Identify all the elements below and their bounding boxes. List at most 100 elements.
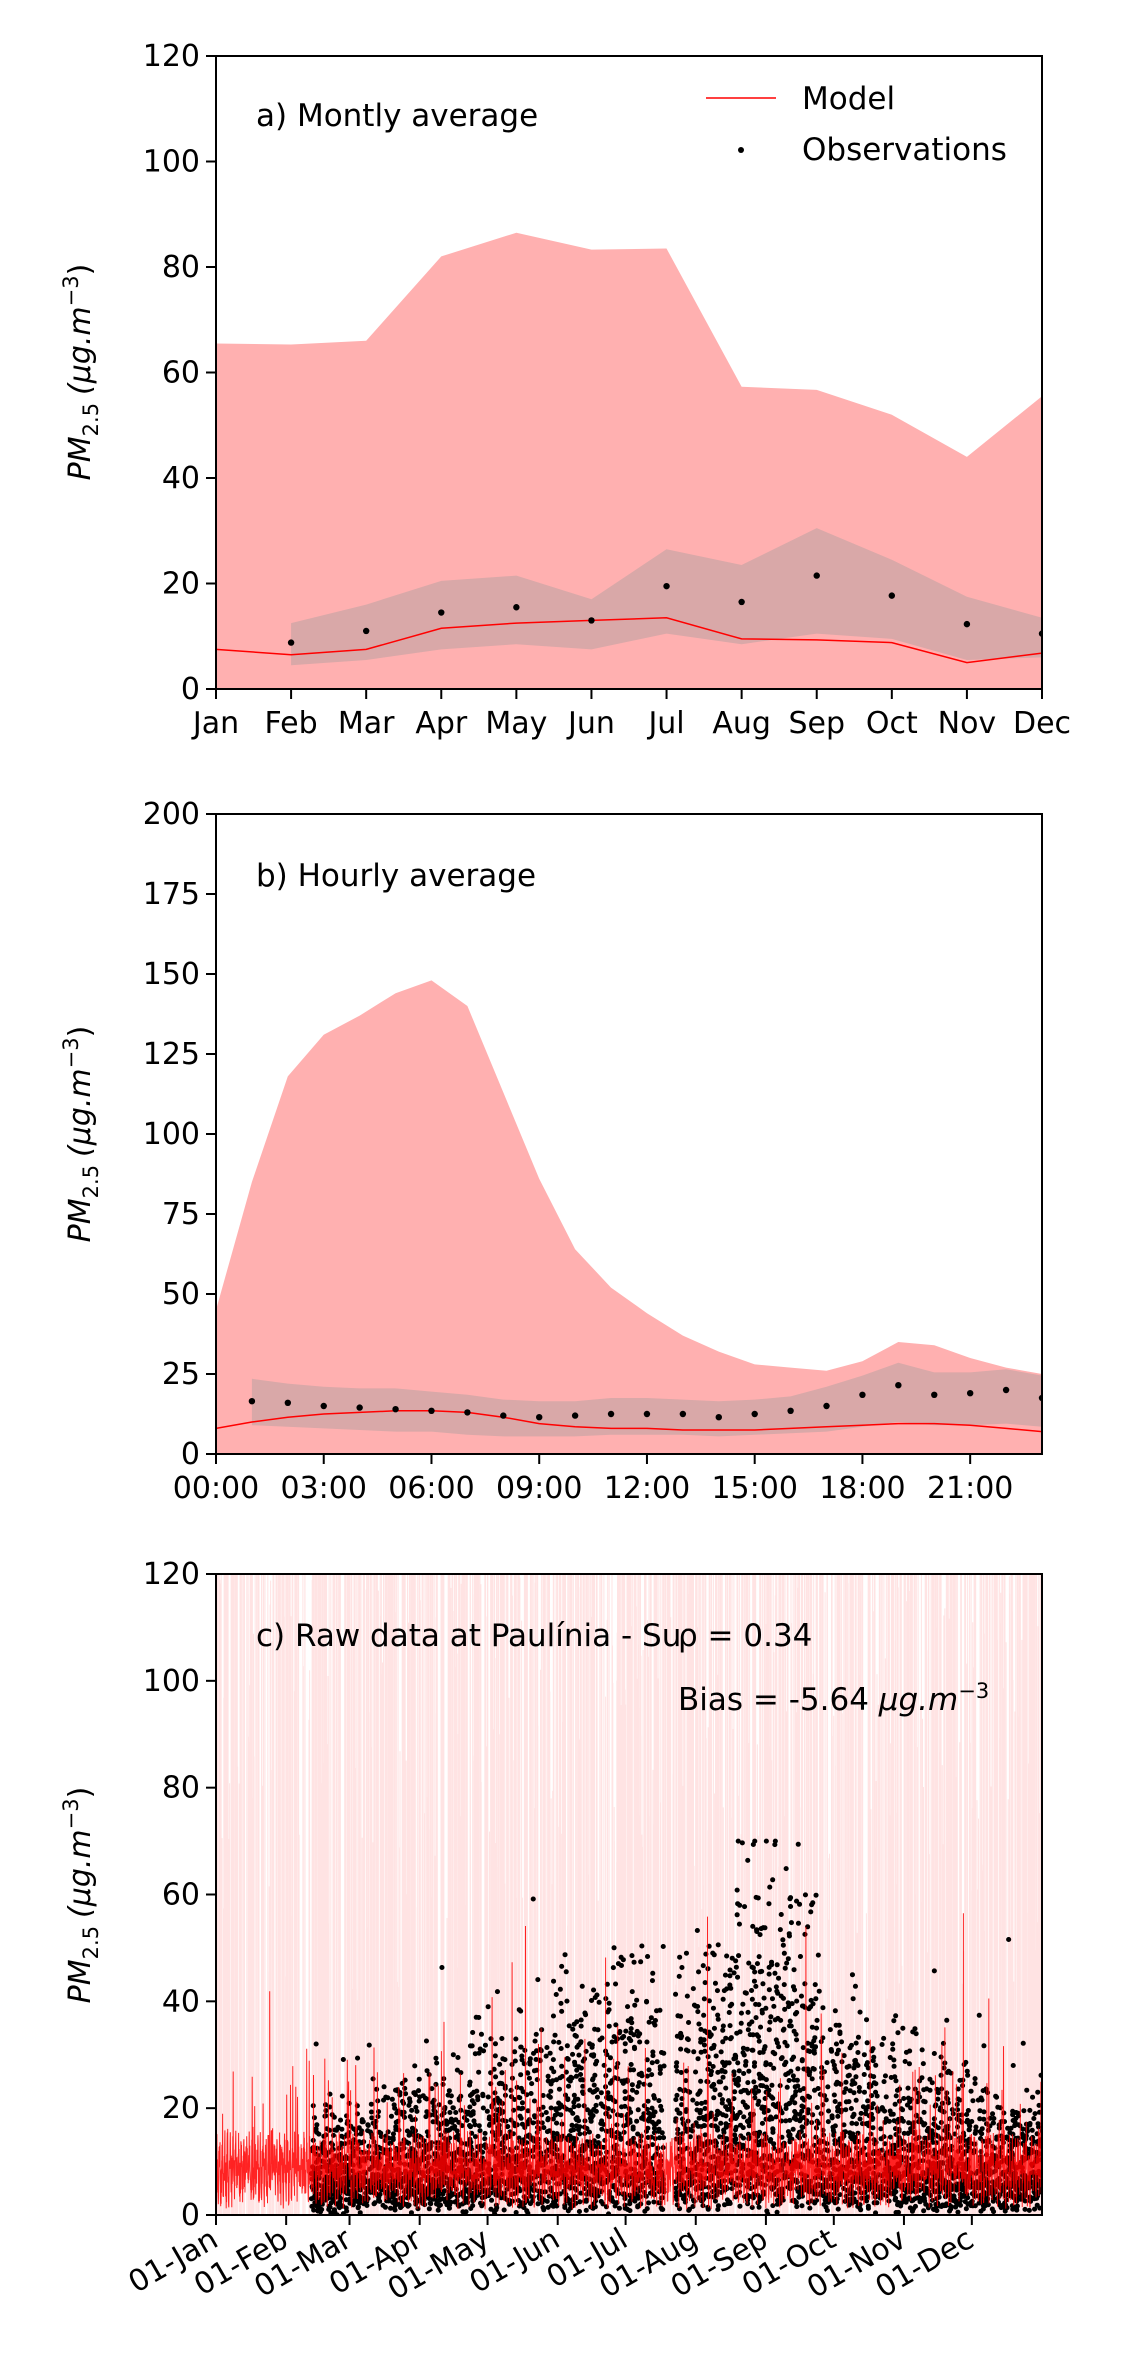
ylabel-a-sub: 2.5 [79, 403, 103, 436]
x-tick-label-a: Jun [566, 706, 615, 741]
x-tick-label-b: 18:00 [819, 1471, 905, 1506]
ylabel-b-close: ) [63, 1026, 98, 1038]
ylabel-c-base: PM [63, 1959, 98, 2003]
observation-point [392, 1406, 399, 1413]
svg-text:PM2.5(μg.m−3): PM2.5 (μg.m−3) [59, 1026, 103, 1243]
y-tick-label-b: 25 [162, 1357, 200, 1392]
x-tick-label-a: Aug [712, 706, 771, 741]
stat-bias: Bias = -5.64 μg.m−3 [678, 1679, 989, 1718]
y-tick-label-b: 100 [143, 1117, 200, 1152]
observation-point [607, 1410, 615, 1418]
panel-annotation-b: b) Hourly average [256, 858, 536, 894]
observation-point [356, 1404, 363, 1411]
model-spread-spikes [216, 1574, 1042, 2215]
x-tick-label-a: Dec [1013, 706, 1071, 741]
observation-point [813, 572, 820, 579]
x-tick-label-b: 12:00 [604, 1471, 690, 1506]
y-tick-label-c: 120 [143, 1557, 200, 1592]
observation-point [663, 582, 670, 590]
panel-annotation-a: a) Montly average [256, 98, 538, 134]
x-tick-label-a: Apr [415, 706, 468, 741]
ylabel-c-sub: 2.5 [79, 1926, 103, 1959]
observation-point [428, 1407, 435, 1415]
y-tick-label-b: 125 [143, 1037, 200, 1072]
model-mean-line [216, 1410, 1042, 1433]
plot-area-b [216, 980, 1042, 1454]
svg-text:PM2.5(μg.m−3): PM2.5 (μg.m−3) [59, 264, 103, 481]
y-tick-label-b: 150 [143, 957, 200, 992]
y-tick-label-a: 20 [162, 567, 200, 602]
x-tick-label-a: Jan [191, 706, 239, 741]
plot-area-a [216, 232, 1042, 689]
stat-bias-exp: −3 [958, 1679, 989, 1703]
legend-model-label: Model [802, 81, 895, 117]
y-tick-label-c: 100 [143, 1664, 200, 1699]
x-tick-label-a: Oct [866, 706, 918, 741]
observation-point [513, 604, 520, 611]
x-tick-label-b: 03:00 [281, 1471, 367, 1506]
stat-bias-unit: μg.m [878, 1682, 958, 1718]
observation-point [287, 639, 295, 646]
observation-point [571, 1412, 579, 1419]
x-tick-label-b: 09:00 [496, 1471, 582, 1506]
chart-panel-b: 0 25 50 75 100 125 150 175 200 00:00 03:00 06:00 09… [59, 797, 1043, 1506]
y-tick-label-a: 120 [143, 39, 200, 74]
observation-point [500, 1412, 507, 1419]
observation-point [438, 609, 445, 616]
y-tick-label-b: 175 [143, 877, 200, 912]
observation-point [643, 1410, 651, 1418]
observation-point [362, 627, 370, 635]
ylabel-b-sub: 2.5 [79, 1165, 103, 1198]
y-axis-a: 0 20 40 60 80 100 120 [143, 39, 216, 707]
y-tick-label-b: 200 [143, 797, 200, 832]
x-tick-label-a: Feb [265, 706, 318, 741]
model-range-band [216, 232, 1042, 689]
observation-point [787, 1407, 794, 1415]
y-axis-b: 0 25 50 75 100 125 150 175 200 [143, 797, 216, 1472]
y-axis-c: 0 20 40 60 80 100 120 [143, 1557, 216, 2233]
y-tick-label-b: 50 [162, 1277, 200, 1312]
observation-range-band [291, 528, 1042, 666]
observation-range-band [251, 1362, 1042, 1437]
x-axis-a: Jan Feb Mar Apr May Jun Jul Aug Sep Oct Nov Dec [191, 689, 1071, 741]
y-tick-label-c: 80 [162, 1771, 200, 1806]
y-tick-label-a: 80 [162, 250, 200, 285]
stat-correlation: ρ = 0.34 [678, 1618, 812, 1654]
ylabel-b-exp: −3 [59, 1037, 83, 1068]
observation-point [963, 620, 971, 628]
y-tick-label-c: 40 [162, 1984, 200, 2019]
observation-point [320, 1402, 327, 1410]
ylabel-a-close: ) [63, 264, 98, 276]
legend-observations-swatch [738, 147, 744, 153]
observation-point [1002, 1386, 1010, 1394]
observation-point [588, 617, 595, 624]
observation-point [715, 1414, 722, 1421]
x-tick-label-a: Nov [938, 706, 997, 741]
x-tick-label-a: Sep [788, 706, 845, 741]
panel-annotation-c: c) Raw data at Paulínia - Su [256, 1618, 681, 1654]
y-tick-label-a: 40 [162, 461, 200, 496]
ylabel-c-unit: (μg.m [63, 1829, 98, 1918]
x-tick-label-b: 15:00 [711, 1471, 797, 1506]
observation-point [751, 1410, 758, 1418]
x-tick-label-b: 06:00 [388, 1471, 474, 1506]
x-tick-label-b: 21:00 [927, 1471, 1013, 1506]
ylabel-b-unit: (μg.m [63, 1068, 98, 1157]
x-tick-label-a: Mar [338, 706, 395, 741]
y-tick-label-c: 0 [181, 2198, 200, 2233]
ylabel-c-close: ) [63, 1787, 98, 1799]
stat-bias-prefix: Bias = -5.64 [678, 1682, 879, 1718]
observation-point [738, 598, 745, 606]
x-axis-b: 00:00 03:00 06:00 09:00 12:00 15:00 18:00 21:00 [173, 1454, 1013, 1506]
x-tick-label-b: 00:00 [173, 1471, 259, 1506]
legend: Model Observations [706, 81, 1007, 168]
model-range-band [216, 980, 1042, 1454]
observation-point [931, 1391, 938, 1399]
y-tick-label-b: 75 [162, 1197, 200, 1232]
y-tick-label-c: 20 [162, 2091, 200, 2126]
ylabel-b-base: PM [63, 1198, 98, 1242]
observation-point [823, 1402, 830, 1410]
observation-point [966, 1390, 974, 1397]
ylabel-a-base: PM [63, 436, 98, 480]
